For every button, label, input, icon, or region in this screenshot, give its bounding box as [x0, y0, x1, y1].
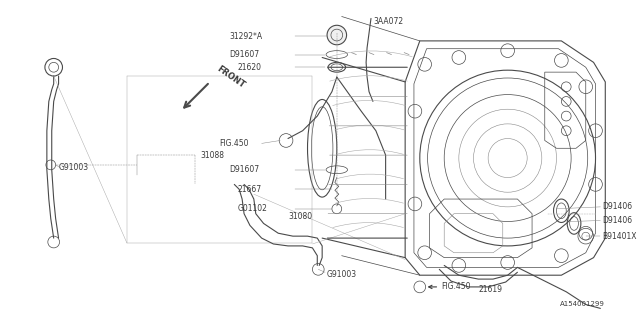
Text: G91003: G91003	[59, 163, 89, 172]
Text: 31292*A: 31292*A	[229, 31, 262, 41]
Text: B91401X: B91401X	[602, 232, 637, 241]
Text: A154001299: A154001299	[561, 301, 605, 308]
Text: 21620: 21620	[237, 63, 261, 72]
Text: D91607: D91607	[229, 165, 260, 174]
Text: FIG.450: FIG.450	[220, 139, 249, 148]
Text: 3AA072: 3AA072	[373, 17, 403, 26]
Text: FRONT: FRONT	[215, 64, 246, 90]
Text: G01102: G01102	[237, 204, 267, 213]
Text: G91003: G91003	[327, 270, 357, 279]
Circle shape	[327, 25, 347, 45]
Text: 31088: 31088	[200, 151, 224, 160]
Text: D91406: D91406	[602, 202, 632, 212]
Text: D91406: D91406	[602, 216, 632, 225]
Text: D91607: D91607	[229, 50, 260, 59]
Text: 21619: 21619	[478, 285, 502, 294]
Text: 21667: 21667	[237, 185, 261, 194]
Text: FIG.450: FIG.450	[441, 283, 471, 292]
Text: 31080: 31080	[288, 212, 312, 221]
